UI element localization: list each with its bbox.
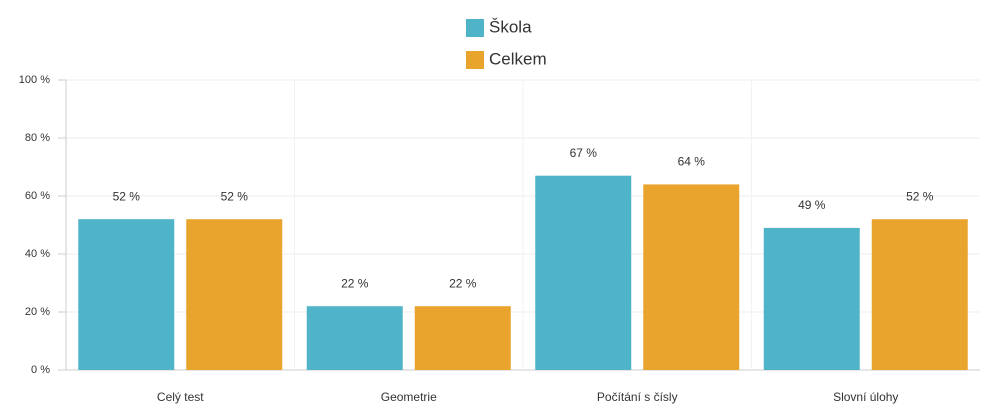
- y-tick-label: 40 %: [25, 248, 50, 260]
- x-tick-label: Slovní úlohy: [833, 390, 898, 404]
- legend-swatch: [466, 19, 484, 37]
- bar: [186, 219, 283, 370]
- data-label: 64 %: [678, 155, 706, 169]
- data-label: 52 %: [906, 189, 934, 203]
- bar: [643, 184, 740, 370]
- y-tick-label: 100 %: [19, 74, 50, 86]
- bar: [306, 306, 403, 370]
- y-tick-label: 60 %: [25, 190, 50, 202]
- x-tick-label: Geometrie: [381, 390, 437, 404]
- data-label: 22 %: [449, 276, 477, 290]
- bar: [78, 219, 175, 370]
- y-tick-label: 20 %: [25, 306, 50, 318]
- data-label: 52 %: [221, 189, 249, 203]
- x-tick-label: Počítání s čísly: [597, 390, 678, 404]
- data-label: 52 %: [113, 189, 141, 203]
- legend-swatch: [466, 51, 484, 69]
- bar: [871, 219, 968, 370]
- y-tick-label: 0 %: [31, 364, 50, 376]
- bar: [414, 306, 511, 370]
- data-label: 49 %: [798, 198, 826, 212]
- bar: [535, 175, 632, 370]
- legend-label: Celkem: [489, 49, 547, 68]
- x-tick-label: Celý test: [157, 390, 204, 404]
- bar: [763, 227, 860, 370]
- data-label: 67 %: [570, 146, 598, 160]
- data-label: 22 %: [341, 276, 369, 290]
- y-tick-label: 80 %: [25, 132, 50, 144]
- legend-label: Škola: [489, 17, 532, 36]
